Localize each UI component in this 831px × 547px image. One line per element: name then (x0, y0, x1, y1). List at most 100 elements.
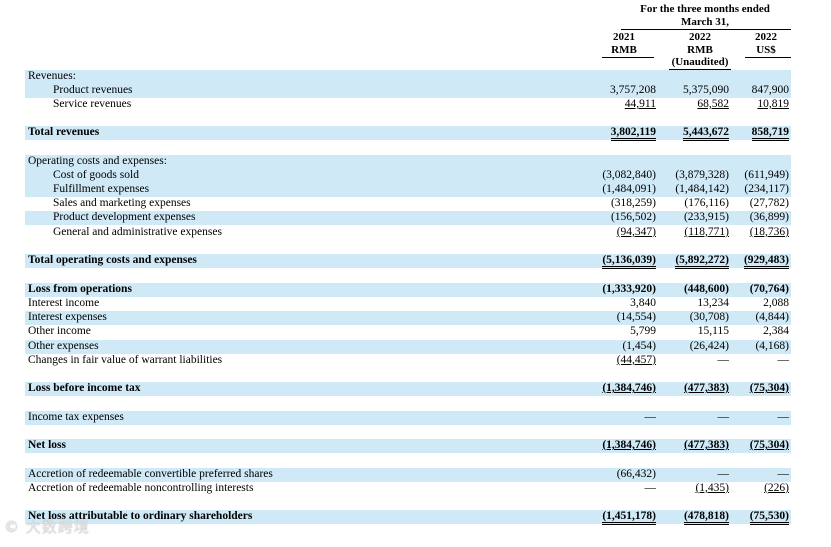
cell-2022-rmb: (5,892,272) (675, 254, 729, 269)
column-year: 2022 (689, 31, 711, 43)
table-row: Operating costs and expenses: (25, 155, 791, 169)
row-label: Loss from operations (28, 283, 132, 295)
table-row: Accretion of redeemable noncontrolling i… (25, 482, 791, 496)
table-row: Sales and marketing expenses (318,259) (… (25, 197, 791, 211)
row-label: Sales and marketing expenses (53, 197, 191, 209)
cell-2022-rmb: 68,582 (697, 98, 729, 110)
table-row: Net loss attributable to ordinary shareh… (25, 510, 791, 525)
cell-2022-rmb: (26,424) (689, 340, 729, 352)
cell-2021-rmb: (1,384,746) (602, 382, 656, 394)
watermark: © 大数跨境 (4, 518, 90, 536)
column-year: 2022 (755, 31, 777, 43)
cell-2022-usd: 2,384 (763, 325, 789, 337)
cell-2022-usd: (75,304) (749, 439, 789, 451)
cell-2021-rmb: (1,384,746) (602, 439, 656, 451)
cell-2021-rmb: (1,484,091) (602, 183, 656, 195)
cell-2021-rmb: 3,840 (630, 297, 656, 309)
row-label: Total operating costs and expenses (28, 254, 197, 266)
cell-2022-usd: (70,764) (749, 283, 789, 295)
period-header-rule (621, 29, 791, 30)
column-currency: RMB (687, 43, 713, 56)
cell-2022-rmb: 15,115 (697, 325, 729, 337)
table-row: Net loss (1,384,746) (477,383) (75,304) (25, 439, 791, 453)
cell-2022-rmb: (477,383) (683, 439, 729, 451)
cell-2021-rmb: 3,757,208 (610, 84, 656, 96)
row-label: Changes in fair value of warrant liabili… (28, 354, 223, 366)
cell-2021-rmb: — (644, 482, 657, 494)
cell-2022-rmb: 13,234 (697, 297, 729, 309)
cell-2022-usd: 858,719 (751, 126, 789, 141)
cell-2021-rmb: (1,333,920) (602, 283, 656, 295)
column-rule-1 (602, 57, 654, 58)
cell-2022-usd: (226) (764, 482, 789, 494)
table-row: Cost of goods sold (3,082,840) (3,879,32… (25, 169, 791, 183)
cell-2022-rmb: (118,771) (684, 226, 729, 238)
period-line-2: March 31, (680, 15, 730, 28)
row-label: Accretion of redeemable noncontrolling i… (28, 482, 254, 494)
cell-2021-rmb: (1,451,178) (602, 510, 656, 525)
row-label: Product development expenses (53, 211, 196, 223)
cell-2022-usd: (4,844) (755, 311, 789, 323)
cell-2022-rmb: (448,600) (683, 283, 729, 295)
cell-2022-rmb: (233,915) (683, 211, 729, 223)
cell-2021-rmb: — (644, 411, 657, 423)
cell-2022-rmb: (30,708) (689, 311, 729, 323)
row-label: Net loss attributable to ordinary shareh… (28, 510, 253, 522)
table-row: Total operating costs and expenses (5,13… (25, 254, 791, 269)
table-row: Loss before income tax (1,384,746) (477,… (25, 382, 791, 396)
row-label: Income tax expenses (28, 411, 124, 423)
cell-2022-usd: (929,483) (743, 254, 789, 269)
row-label: Service revenues (53, 98, 132, 110)
cell-2022-usd: (36,899) (749, 211, 789, 223)
cell-2022-rmb: (3,879,328) (675, 169, 729, 181)
cell-2022-rmb: (478,818) (683, 510, 729, 525)
table-row: Income tax expenses — — — (25, 411, 791, 425)
column-rule-3 (745, 57, 791, 58)
cell-2021-rmb: (94,347) (616, 226, 656, 238)
period-header: For the three months ended March 31, (618, 3, 792, 28)
table-row: Product revenues 3,757,208 5,375,090 847… (25, 84, 791, 98)
cell-2022-usd: 847,900 (751, 84, 789, 96)
cell-2022-usd: (4,168) (755, 340, 789, 352)
cell-2022-rmb: (176,116) (684, 197, 729, 209)
table-row: Fulfillment expenses (1,484,091) (1,484,… (25, 183, 791, 197)
row-label: Product revenues (53, 84, 133, 96)
table-row: Loss from operations (1,333,920) (448,60… (25, 283, 791, 297)
row-label: Revenues: (28, 70, 76, 82)
cell-2022-rmb: (1,435) (695, 482, 729, 494)
cell-2021-rmb: (156,502) (610, 211, 656, 223)
table-row: Revenues: (25, 70, 791, 84)
row-label: Other income (28, 325, 91, 337)
cell-2022-rmb: (477,383) (683, 382, 729, 394)
cell-2022-usd: (75,530) (749, 510, 789, 525)
row-label: Loss before income tax (28, 382, 141, 394)
cell-2022-usd: 10,819 (757, 98, 789, 110)
table-row: General and administrative expenses (94,… (25, 226, 791, 240)
column-rule-2 (669, 69, 731, 70)
cell-2022-usd: 2,088 (763, 297, 789, 309)
row-label: Other expenses (28, 340, 99, 352)
cell-2022-rmb: 5,443,672 (683, 126, 729, 141)
cell-2022-usd: — (777, 411, 790, 423)
cell-2022-usd: — (777, 354, 790, 366)
cell-2021-rmb: (1,454) (622, 340, 656, 352)
cell-2022-usd: (75,304) (749, 382, 789, 394)
column-currency: US$ (756, 43, 776, 56)
table-row: Other expenses (1,454) (26,424) (4,168) (25, 340, 791, 354)
cell-2021-rmb: 5,799 (630, 325, 656, 337)
row-label: Fulfillment expenses (53, 183, 150, 195)
cell-2022-usd: (27,782) (749, 197, 789, 209)
table-row: Product development expenses (156,502) (… (25, 211, 791, 225)
table-row: Changes in fair value of warrant liabili… (25, 354, 791, 368)
cell-2021-rmb: (44,457) (616, 354, 656, 366)
cell-2021-rmb: (66,432) (616, 468, 656, 480)
cell-2022-usd: (611,949) (744, 169, 789, 181)
row-label: Net loss (28, 439, 67, 451)
cell-2021-rmb: (3,082,840) (602, 169, 656, 181)
table-row: Service revenues 44,911 68,582 10,819 (25, 98, 791, 112)
cell-2021-rmb: (5,136,039) (602, 254, 656, 269)
column-note: (Unaudited) (671, 56, 729, 68)
table-row: Interest expenses (14,554) (30,708) (4,8… (25, 311, 791, 325)
cell-2022-rmb: — (717, 354, 730, 366)
row-label: Operating costs and expenses: (28, 155, 167, 167)
